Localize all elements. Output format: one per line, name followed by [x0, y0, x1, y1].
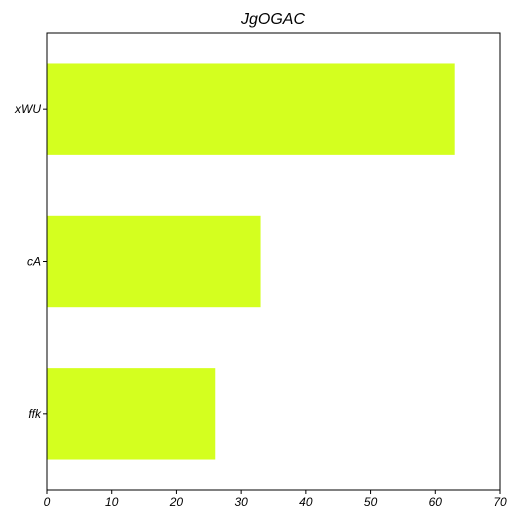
x-tick-label: 10	[105, 495, 119, 509]
y-tick-label: xWU	[14, 102, 41, 116]
bar-ffk	[47, 368, 216, 460]
x-tick-label: 60	[429, 495, 443, 509]
x-tick-label: 20	[169, 495, 184, 509]
bars-layer	[47, 63, 455, 460]
bar-cA	[47, 215, 261, 308]
x-tick-label: 40	[299, 495, 313, 509]
y-tick-label: ffk	[28, 407, 42, 421]
x-tick-label: 0	[44, 495, 51, 509]
y-axis: xWU cA ffk	[14, 102, 47, 421]
x-tick-label: 30	[234, 495, 248, 509]
x-tick-label: 70	[493, 495, 507, 509]
y-tick-label: cA	[27, 255, 41, 269]
x-tick-label: 50	[364, 495, 378, 509]
chart-title: JgOGAC	[240, 11, 305, 28]
x-axis: 0 10 20 30 40 50 60 70	[44, 490, 507, 509]
bar-xWU	[47, 63, 455, 155]
